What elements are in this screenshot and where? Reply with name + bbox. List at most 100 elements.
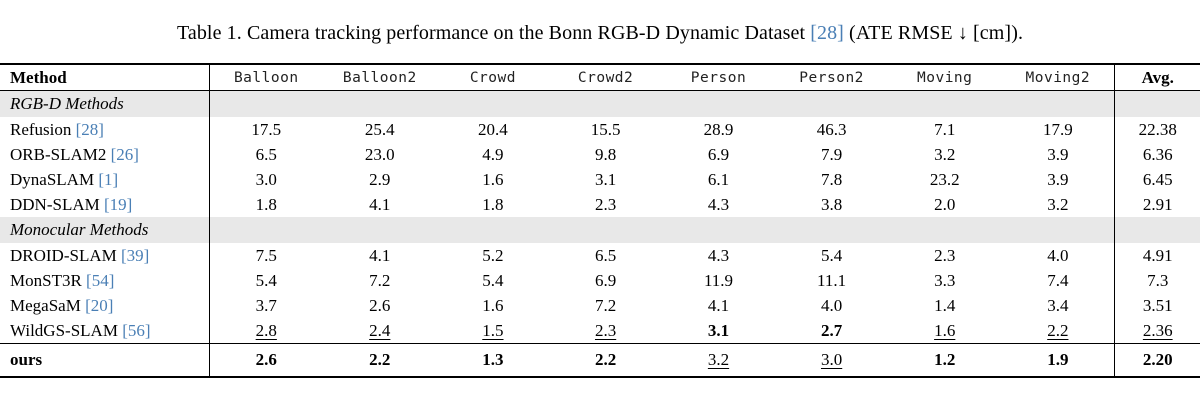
value-cell: 3.3	[934, 270, 956, 290]
avg-value-cell: 6.45	[1114, 167, 1200, 192]
method-citation-link[interactable]: [39]	[120, 245, 150, 265]
method-cell: Refusion [28]	[0, 117, 210, 142]
section-label: RGB-D Methods	[0, 90, 210, 117]
avg-value-cell: 6.36	[1114, 142, 1200, 167]
value-cell: 4.1	[369, 245, 391, 265]
value-cell: 3.2	[1047, 194, 1069, 214]
method-name: ours	[10, 350, 43, 369]
method-name: DROID-SLAM	[10, 245, 117, 265]
value-cell: 1.2	[934, 350, 956, 369]
column-header-moving2: Moving2	[1025, 69, 1091, 86]
value-cell: 7.2	[594, 295, 617, 315]
value-cell: 6.1	[707, 169, 730, 189]
column-header-crowd2: Crowd2	[577, 69, 634, 86]
value-cell: 1.9	[1047, 350, 1069, 369]
method-citation-link[interactable]: [26]	[110, 144, 139, 164]
table-row: WildGS-SLAM [56] 2.8 2.4 1.5 2.3 3.1 2.7 1.6 2.2…	[0, 318, 1200, 344]
value-cell: 6.9	[707, 144, 730, 164]
avg-value-cell: 7.3	[1114, 268, 1200, 293]
method-citation-link[interactable]: [28]	[75, 119, 104, 139]
avg-value-cell: 2.91	[1114, 192, 1200, 217]
method-cell: DynaSLAM [1]	[0, 167, 210, 192]
value-cell: 6.5	[594, 245, 617, 265]
value-cell: 7.9	[820, 144, 843, 164]
table-row: ORB-SLAM2 [26] 6.5 23.0 4.9 9.8 6.9 7.9 3.2 3.9 6…	[0, 142, 1200, 167]
value-cell: 3.2	[934, 144, 956, 164]
section-label: Monocular Methods	[0, 217, 210, 243]
value-cell: 2.6	[255, 350, 277, 369]
method-name: DDN-SLAM	[10, 194, 100, 214]
value-cell: 3.2	[707, 350, 730, 369]
method-citation-link[interactable]: [54]	[86, 270, 115, 290]
method-citation-link[interactable]: [20]	[85, 295, 114, 315]
method-name: WildGS-SLAM	[10, 320, 118, 340]
value-cell: 5.4	[255, 270, 277, 290]
method-cell: DROID-SLAM [39]	[0, 243, 210, 268]
section-spacer	[1114, 90, 1200, 117]
value-cell: 1.5	[482, 320, 504, 340]
value-cell: 3.1	[707, 320, 730, 340]
caption-text-after: (ATE RMSE ↓ [cm]).	[843, 22, 1024, 44]
method-name: DynaSLAM	[10, 169, 95, 189]
value-cell: 3.7	[255, 295, 277, 315]
value-cell: 2.2	[594, 350, 617, 369]
column-header-avg: Avg.	[1114, 64, 1200, 91]
table-row: Refusion [28] 17.5 25.4 20.4 15.5 28.9 46.3 7.1…	[0, 117, 1200, 142]
value-cell: 17.5	[251, 119, 282, 139]
value-cell: 11.1	[817, 270, 847, 290]
results-table: Method Balloon Balloon2 Crowd Crowd2 Person P…	[0, 63, 1200, 378]
column-header-moving: Moving	[917, 69, 973, 86]
value-cell: 1.6	[482, 169, 504, 189]
value-cell: 7.4	[1047, 270, 1069, 290]
table-body: RGB-D Methods Refusion [28] 17.5 25.4 20.4 15…	[0, 90, 1200, 377]
avg-value-cell: 2.20	[1114, 343, 1200, 377]
value-cell: 5.4	[820, 245, 843, 265]
section-spacer	[209, 90, 1115, 117]
value-cell: 9.8	[594, 144, 617, 164]
value-cell: 2.3	[934, 245, 956, 265]
value-cell: 28.9	[703, 119, 734, 139]
value-cell: 1.4	[934, 295, 956, 315]
value-cell: 3.4	[1047, 295, 1069, 315]
column-header-person2: Person2	[799, 69, 864, 86]
method-citation-link[interactable]: [1]	[98, 169, 119, 189]
method-name: MegaSaM	[10, 295, 81, 315]
table-row: DROID-SLAM [39] 7.5 4.1 5.2 6.5 4.3 5.4 2.3 4.0 4…	[0, 243, 1200, 268]
value-cell: 6.9	[594, 270, 617, 290]
method-citation-link[interactable]: [56]	[122, 320, 151, 340]
value-cell: 4.0	[1047, 245, 1069, 265]
method-citation-link[interactable]: [19]	[103, 194, 133, 214]
method-name: MonST3R	[10, 270, 82, 290]
value-cell: 1.6	[482, 295, 504, 315]
avg-value-cell: 22.38	[1114, 117, 1200, 142]
value-cell: 2.3	[594, 320, 617, 340]
value-cell: 2.8	[255, 320, 277, 340]
value-cell: 2.3	[594, 194, 617, 214]
column-header-crowd: Crowd	[469, 69, 516, 86]
value-cell: 3.9	[1047, 144, 1069, 164]
avg-value-cell: 3.51	[1114, 293, 1200, 318]
column-header-method: Method	[0, 64, 210, 91]
value-cell: 23.0	[364, 144, 395, 164]
section-row: Monocular Methods	[0, 217, 1200, 243]
method-cell: ORB-SLAM2 [26]	[0, 142, 210, 167]
value-cell: 2.7	[820, 320, 843, 340]
method-cell: DDN-SLAM [19]	[0, 192, 210, 217]
value-cell: 17.9	[1042, 119, 1073, 139]
value-cell: 5.2	[482, 245, 504, 265]
value-cell: 4.3	[707, 194, 730, 214]
value-cell: 2.6	[369, 295, 391, 315]
value-cell: 4.9	[482, 144, 504, 164]
value-cell: 25.4	[364, 119, 395, 139]
column-header-balloon2: Balloon2	[342, 69, 417, 86]
caption-citation-link[interactable]: [28]	[810, 22, 844, 44]
header-row: Method Balloon Balloon2 Crowd Crowd2 Person P…	[0, 64, 1200, 91]
method-cell: MegaSaM [20]	[0, 293, 210, 318]
value-cell: 7.8	[820, 169, 843, 189]
value-cell: 1.6	[934, 320, 956, 340]
value-cell: 1.8	[255, 194, 277, 214]
value-cell: 15.5	[590, 119, 621, 139]
value-cell: 4.1	[707, 295, 730, 315]
section-row: RGB-D Methods	[0, 90, 1200, 117]
method-cell: WildGS-SLAM [56]	[0, 318, 210, 344]
